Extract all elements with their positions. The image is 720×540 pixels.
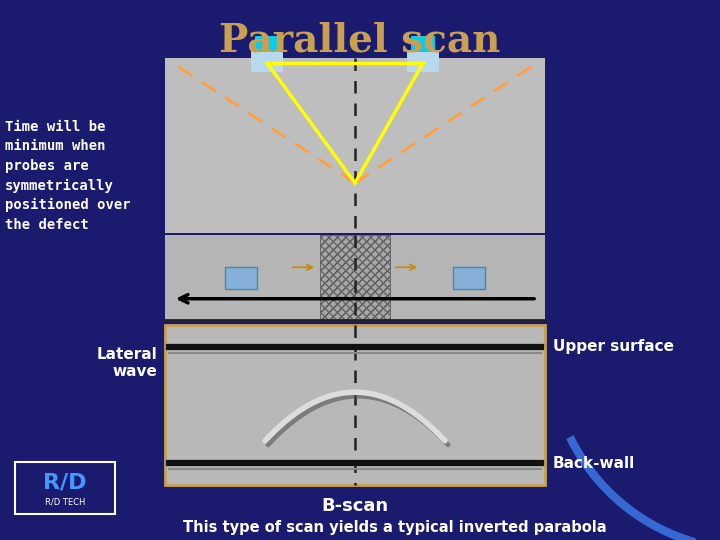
Bar [255,36,279,52]
Bar [165,325,545,485]
Text: Parallel scan: Parallel scan [220,22,500,60]
Bar [407,50,439,72]
Text: Lateral
wave: Lateral wave [96,347,157,380]
Bar [165,58,545,233]
Text: R/D TECH: R/D TECH [45,497,85,507]
Text: B-scan: B-scan [321,497,389,515]
Bar [15,462,115,514]
Bar [411,36,435,52]
Text: Time will be
minimum when
probes are
symmetrically
positioned over
the defect: Time will be minimum when probes are sym… [5,120,130,232]
Text: R/D: R/D [43,472,86,492]
Text: Upper surface: Upper surface [553,340,674,354]
Bar [165,235,545,320]
Bar [453,267,485,288]
Bar [320,235,390,320]
Bar [320,235,390,320]
Bar [251,50,283,72]
Bar [225,267,257,288]
Text: Back-wall: Back-wall [553,456,635,470]
Text: This type of scan yields a typical inverted parabola: This type of scan yields a typical inver… [183,520,607,535]
